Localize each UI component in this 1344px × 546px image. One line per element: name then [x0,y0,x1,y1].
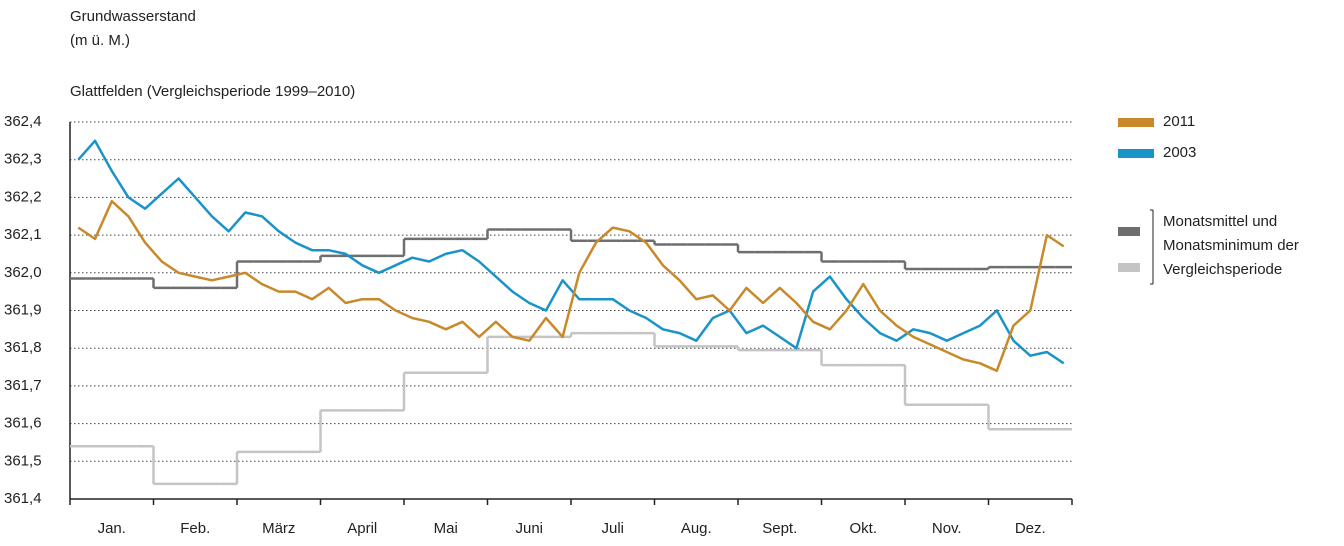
legend-note: Vergleichsperiode [1163,261,1282,278]
x-tick-label: Mai [434,520,458,537]
y-tick-label: 361,6 [4,415,42,432]
y-axis-unit: (m ü. M.) [70,32,130,49]
legend-label: 2011 [1163,113,1195,130]
legend-note: Monatsminimum der [1163,237,1299,254]
y-tick-label: 362,3 [4,151,42,168]
x-tick-label: Okt. [849,520,877,537]
y-tick-label: 361,5 [4,452,42,469]
x-tick-label: Sept. [762,520,797,537]
data-line [77,139,1065,365]
legend-swatch [1118,149,1154,158]
y-tick-label: 362,2 [4,188,42,205]
legend-swatch [1118,263,1140,272]
x-tick-label: Juni [515,520,543,537]
y-tick-label: 361,9 [4,301,42,318]
y-tick-label: 361,7 [4,377,42,394]
data-line [77,199,1065,373]
x-tick-label: März [262,520,295,537]
legend-swatch [1118,227,1140,236]
x-tick-label: Nov. [932,520,962,537]
legend-label: 2003 [1163,144,1196,161]
x-tick-label: April [347,520,377,537]
x-tick-label: Juli [601,520,624,537]
x-tick-label: Dez. [1015,520,1046,537]
x-tick-label: Aug. [681,520,712,537]
y-tick-label: 361,8 [4,339,42,356]
y-tick-label: 362,0 [4,264,42,281]
x-tick-label: Feb. [180,520,210,537]
y-tick-label: 362,1 [4,226,42,243]
y-tick-label: 362,4 [4,113,42,130]
x-tick-label: Jan. [98,520,126,537]
y-tick-label: 361,4 [4,490,42,507]
legend-note: Monatsmittel und [1163,213,1277,230]
legend-swatch [1118,118,1154,127]
y-axis-title: Grundwasserstand [70,8,196,25]
chart-subtitle: Glattfelden (Vergleichsperiode 1999–2010… [70,83,355,100]
